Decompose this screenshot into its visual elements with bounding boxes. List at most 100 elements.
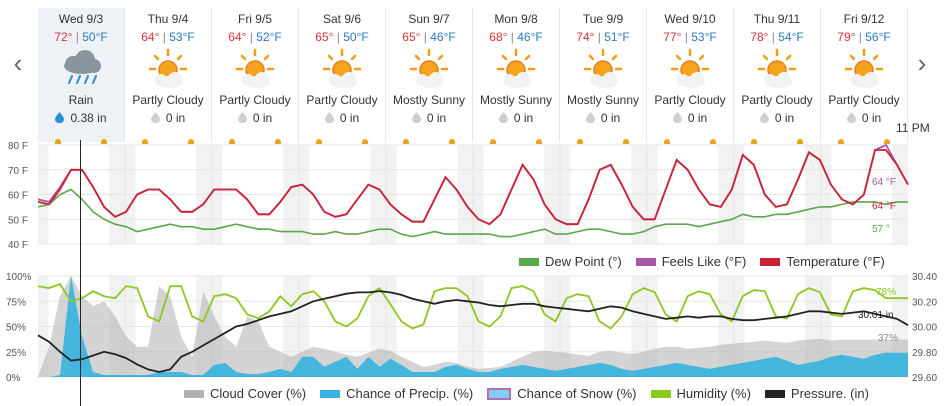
y2-tick-label: 30.00: [912, 323, 937, 334]
series-line: [37, 149, 909, 226]
day-card[interactable]: Sun 9/7 65° | 46°F Mostly Sunny 0 in: [386, 8, 473, 144]
legend-swatch: [635, 257, 656, 266]
series-end-label: 30.01 in: [858, 310, 894, 321]
y2-tick-label: 30.40: [912, 272, 937, 283]
partly-cloudy-icon: [754, 46, 800, 92]
temperature-legend: Dew Point (°) Feels Like (°F) Temperature …: [505, 254, 885, 269]
temperature-range: 78° | 54°F: [750, 30, 804, 44]
sunset-marker: [188, 139, 194, 144]
series-end-label: 37%: [878, 333, 898, 344]
sunrise-marker: [403, 139, 409, 144]
y-tick-label: 100%: [6, 272, 32, 283]
precip-amount: 0 in: [299, 111, 385, 125]
day-card[interactable]: Sat 9/6 65° | 50°F Partly Cloudy 0 in: [299, 8, 386, 144]
legend-item[interactable]: Cloud Cover (%): [170, 386, 306, 401]
condition-label: Partly Cloudy: [306, 93, 378, 107]
precip-amount: 0 in: [125, 111, 211, 125]
raindrop-icon: [585, 112, 595, 123]
day-name: Thu 9/11: [753, 12, 801, 26]
high-temp: 64°: [228, 30, 247, 44]
raindrop-icon: [411, 112, 421, 123]
sunrise-marker: [577, 139, 583, 144]
y-tick-label: 50 F: [8, 215, 28, 226]
legend-swatch: [487, 387, 512, 400]
day-card[interactable]: Thu 9/4 64° | 53°F Partly Cloudy 0 in: [125, 8, 212, 144]
day-card[interactable]: Mon 9/8 68° | 46°F Mostly Sunny 0 in: [473, 8, 560, 144]
day-card[interactable]: Fri 9/5 64° | 52°F Partly Cloudy 0 in: [212, 8, 299, 144]
temperature-range: 65° | 46°F: [402, 30, 456, 44]
precipitation-legend: Cloud Cover (%) Chance of Precip. (%) Chan…: [170, 386, 869, 401]
humidity-line: [37, 283, 908, 330]
chevron-right-icon: ›: [917, 48, 927, 78]
rain-cloud-icon: [58, 46, 104, 92]
y-tick-label: 25%: [6, 348, 26, 359]
low-temp: 52°F: [256, 30, 282, 44]
sunrise-marker: [751, 139, 757, 144]
low-temp: 51°F: [604, 30, 630, 44]
mostly-sunny-icon: [493, 46, 539, 92]
y2-tick-label: 29.80: [912, 348, 937, 359]
legend-item[interactable]: Chance of Precip. (%): [306, 386, 473, 401]
precipitation-chart: 100% 75% 50% 25% 0% 30.40 30.20 30.00 29.80 29.60…: [6, 272, 937, 384]
legend-label: Chance of Snow (%): [517, 386, 637, 401]
sunset-marker: [623, 139, 629, 144]
legend-swatch: [760, 257, 781, 266]
raindrop-icon: [498, 112, 508, 123]
sunrise-marker: [838, 139, 844, 144]
sunrise-marker: [142, 139, 148, 144]
legend-item[interactable]: Chance of Snow (%): [473, 386, 637, 401]
sunset-marker: [884, 139, 890, 144]
precip-amount: 0 in: [734, 111, 820, 125]
temperature-chart: 80 F 70 F 60 F 50 F 40 F 57 ° 64 °F 64 °F: [8, 141, 909, 251]
legend-label: Temperature (°F): [786, 254, 885, 269]
sunrise-marker: [490, 139, 496, 144]
high-temp: 72°: [54, 30, 73, 44]
sunset-marker: [101, 139, 107, 144]
day-name: Wed 9/10: [664, 12, 716, 26]
y-tick-label: 40 F: [8, 240, 28, 251]
high-temp: 77°: [663, 30, 682, 44]
raindrop-icon: [324, 112, 334, 123]
previous-days-button[interactable]: ‹: [8, 48, 28, 78]
day-card[interactable]: Fri 9/12 79° | 56°F Partly Cloudy 0 in: [821, 8, 908, 144]
legend-item[interactable]: Humidity (%): [637, 386, 751, 401]
day-card[interactable]: Thu 9/11 78° | 54°F Partly Cloudy 0 in: [734, 8, 821, 144]
precip-amount: 0 in: [821, 111, 907, 125]
day-name: Wed 9/3: [58, 12, 104, 26]
sunset-marker: [362, 139, 368, 144]
legend-label: Chance of Precip. (%): [346, 386, 474, 401]
legend-swatch: [519, 257, 539, 266]
sunrise-marker: [316, 139, 322, 144]
series-end-label: 64 °F: [872, 177, 896, 188]
series-end-label: 57 °: [872, 224, 890, 235]
next-days-button[interactable]: ›: [912, 48, 932, 78]
partly-cloudy-icon: [667, 46, 713, 92]
day-card[interactable]: Tue 9/9 74° | 51°F Mostly Sunny 0 in: [560, 8, 647, 144]
raindrop-icon: [672, 112, 682, 123]
precip-amount: 0 in: [386, 111, 472, 125]
precip-amount: 0.38 in: [38, 111, 124, 125]
raindrop-icon: [150, 112, 160, 123]
series-line: [37, 188, 908, 238]
legend-label: Pressure. (in): [790, 386, 869, 401]
legend-item[interactable]: Feels Like (°F): [622, 254, 746, 269]
low-temp: 53°F: [169, 30, 195, 44]
current-time-label: 11 PM: [896, 121, 930, 135]
condition-label: Partly Cloudy: [132, 93, 204, 107]
legend-item[interactable]: Pressure. (in): [751, 386, 869, 401]
condition-label: Partly Cloudy: [219, 93, 291, 107]
condition-label: Partly Cloudy: [741, 93, 813, 107]
temperature-range: 64° | 53°F: [141, 30, 195, 44]
partly-cloudy-icon: [841, 46, 887, 92]
y2-tick-label: 30.20: [912, 297, 937, 308]
y-tick-label: 70 F: [8, 166, 28, 177]
high-temp: 79°: [837, 30, 856, 44]
partly-cloudy-icon: [145, 46, 191, 92]
precip-amount: 0 in: [473, 111, 559, 125]
legend-item[interactable]: Dew Point (°): [505, 254, 622, 269]
day-name: Thu 9/4: [147, 12, 189, 26]
legend-item[interactable]: Temperature (°F): [746, 254, 885, 269]
day-card[interactable]: Wed 9/3 72° | 50°F Rain 0.38 in: [38, 8, 125, 144]
low-temp: 54°F: [778, 30, 804, 44]
day-card[interactable]: Wed 9/10 77° | 53°F Partly Cloudy 0 in: [647, 8, 734, 144]
